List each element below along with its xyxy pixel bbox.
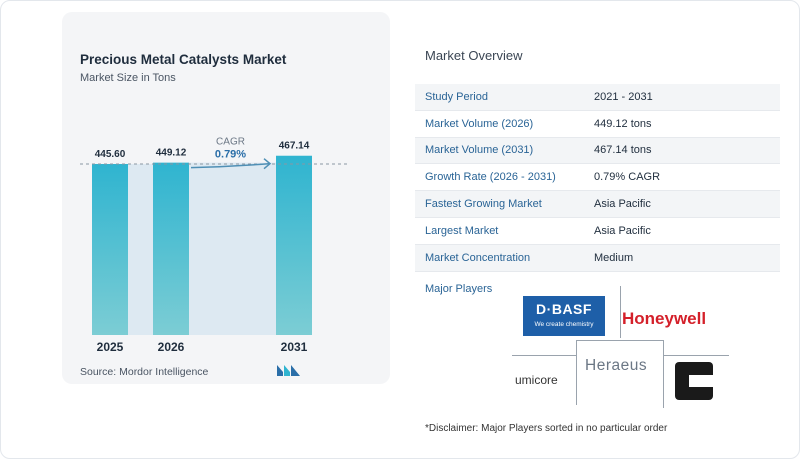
source-note: Source: Mordor Intelligence	[80, 366, 209, 378]
overview-value: Medium	[594, 251, 634, 264]
overview-value: Asia Pacific	[594, 198, 651, 211]
value-label-2031: 467.14	[279, 141, 310, 152]
black-square-logo-icon	[675, 362, 713, 400]
overview-label: Fastest Growing Market	[425, 198, 542, 211]
logo-divider	[620, 286, 621, 338]
overview-row: Fastest Growing Market Asia Pacific	[415, 191, 780, 218]
cagr-label: CAGR	[216, 137, 245, 148]
basf-tagline: We create chemistry	[534, 321, 594, 328]
overview-value: Asia Pacific	[594, 224, 651, 237]
overview-label: Study Period	[425, 90, 488, 103]
bar-chart: CAGR 0.79% 445.60 2025 449.12 2026 467.14 203…	[80, 137, 350, 354]
chart-title: Precious Metal Catalysts Market	[80, 52, 287, 67]
major-players-label: Major Players	[425, 283, 493, 295]
chart-subtitle: Market Size in Tons	[80, 72, 176, 84]
x-tick-label-2031: 2031	[281, 340, 308, 354]
overview-row: Largest Market Asia Pacific	[415, 218, 780, 245]
overview-title: Market Overview	[425, 48, 523, 63]
logo-divider	[663, 355, 729, 356]
bar-2031	[276, 155, 312, 335]
overview-value: 449.12 tons	[594, 117, 652, 130]
bar-2026	[153, 162, 189, 335]
overview-value: 467.14 tons	[594, 144, 652, 157]
cagr-arrow	[190, 162, 271, 169]
umicore-logo: umicore	[515, 373, 558, 387]
cagr-value: 0.79%	[215, 149, 246, 161]
overview-row: Market Volume (2026) 449.12 tons	[415, 111, 780, 138]
gap-band	[128, 164, 153, 335]
heraeus-logo: Heraeus	[585, 357, 648, 374]
honeywell-logo: Honeywell	[622, 309, 707, 328]
overview-table: Study Period 2021 - 2031 Market Volume (2…	[415, 84, 780, 272]
cagr-arrow-head	[263, 158, 272, 170]
x-tick-label-2025: 2025	[97, 340, 124, 354]
logo-divider	[512, 355, 576, 356]
overview-label: Market Concentration	[425, 251, 531, 264]
overview-label: Market Volume (2026)	[425, 117, 534, 130]
value-label-2026: 449.12	[156, 148, 187, 159]
overview-value: 0.79% CAGR	[594, 171, 661, 184]
value-label-2025: 445.60	[95, 149, 126, 160]
x-tick-label-2026: 2026	[158, 340, 185, 354]
overview-label: Growth Rate (2026 - 2031)	[425, 171, 556, 184]
overview-label: Market Volume (2031)	[425, 144, 534, 157]
overview-label: Largest Market	[425, 224, 499, 237]
bar-2025	[92, 164, 128, 335]
overview-value: 2021 - 2031	[594, 90, 653, 103]
basf-logo-text: D·BASF	[536, 301, 592, 317]
logo-divider	[576, 340, 663, 341]
overview-row: Market Volume (2031) 467.14 tons	[415, 137, 780, 165]
logo-divider	[663, 340, 664, 408]
overview-row: Market Concentration Medium	[415, 244, 780, 272]
mordor-logo-icon	[277, 365, 300, 376]
overview-row: Growth Rate (2026 - 2031) 0.79% CAGR	[415, 164, 780, 192]
cagr-band	[189, 162, 276, 335]
logo-divider	[576, 340, 577, 405]
disclaimer-note: *Disclaimer: Major Players sorted in no …	[425, 423, 668, 434]
basf-logo: D·BASF We create chemistry	[523, 296, 605, 336]
overview-row: Study Period 2021 - 2031	[415, 84, 780, 111]
